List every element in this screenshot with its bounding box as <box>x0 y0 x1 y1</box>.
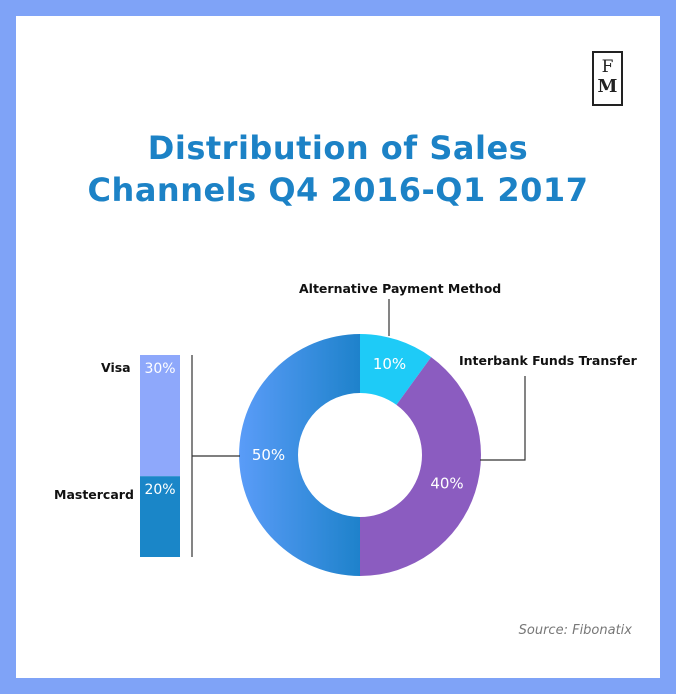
breakdown-value-label: 20% <box>144 482 175 498</box>
slice-value-label: 10% <box>373 355 406 373</box>
slice-value-label: 50% <box>252 446 285 464</box>
breakdown-bracket-line <box>191 355 240 557</box>
leader-interbank-transfer <box>480 376 526 461</box>
label-mastercard: Mastercard <box>54 487 134 502</box>
breakdown-bar-mastercard <box>140 476 180 557</box>
slice-value-label: 40% <box>430 474 463 492</box>
logo-letter-f: F <box>601 57 614 77</box>
donut-slice-10 <box>360 334 432 405</box>
breakdown-bar-visa <box>140 355 180 477</box>
source-note: Source: Fibonatix <box>518 623 632 638</box>
label-interbank-transfer: Interbank Funds Transfer <box>459 353 637 368</box>
breakdown-value-label: 30% <box>144 361 175 377</box>
title-line-2: Channels Q4 2016-Q1 2017 <box>87 171 589 209</box>
label-alternative-payment: Alternative Payment Method <box>299 281 502 296</box>
chart-title: Distribution of Sales Channels Q4 2016-Q… <box>0 127 676 211</box>
donut-slice-50 <box>239 334 360 576</box>
donut-slice-40 <box>360 357 481 576</box>
label-visa: Visa <box>101 360 131 375</box>
title-line-1: Distribution of Sales <box>147 129 529 167</box>
logo-letter-m: M <box>597 76 618 97</box>
fm-logo: F M <box>592 51 623 106</box>
